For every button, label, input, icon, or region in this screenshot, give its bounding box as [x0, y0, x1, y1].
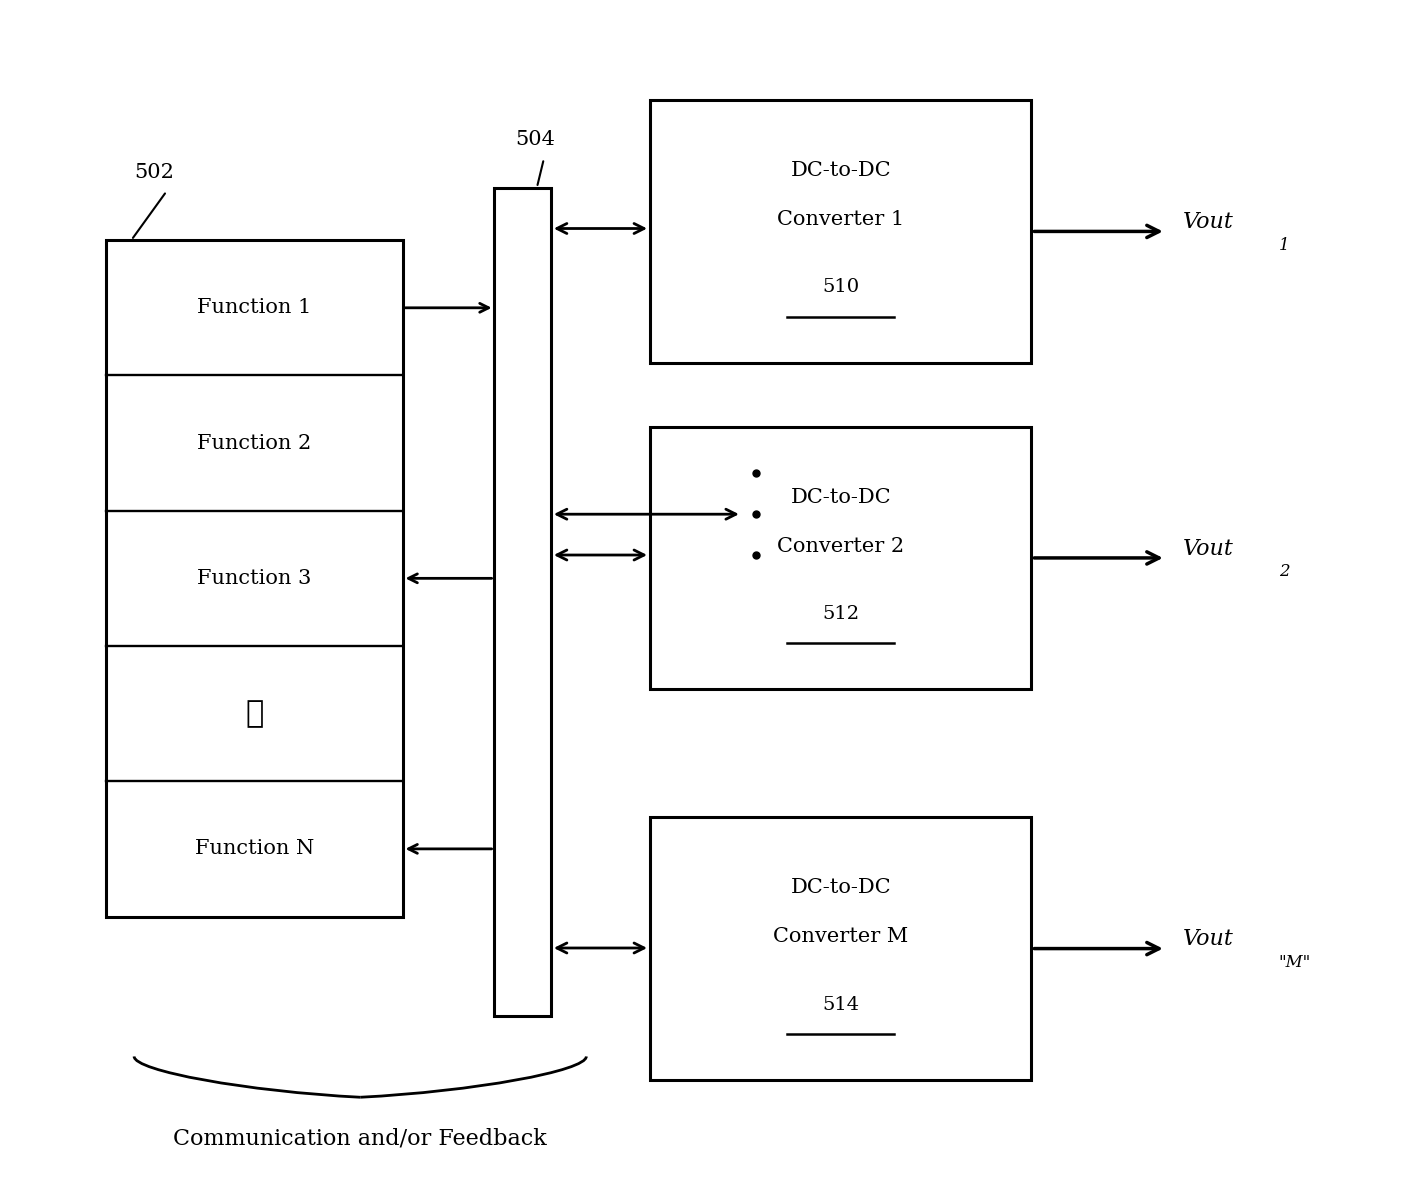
Text: ⋯: ⋯	[245, 699, 264, 729]
Text: 1: 1	[1279, 237, 1290, 254]
Bar	[649, 427, 1032, 689]
Text: 512: 512	[822, 605, 859, 623]
Bar	[649, 100, 1032, 362]
Text: "M": "M"	[1279, 955, 1311, 971]
Text: 2: 2	[1279, 563, 1290, 581]
Bar	[106, 241, 402, 917]
Text: Vout: Vout	[1183, 538, 1233, 559]
Bar	[649, 818, 1032, 1080]
Text: Converter M: Converter M	[773, 927, 908, 946]
Text: 510: 510	[822, 278, 859, 296]
Text: Function 1: Function 1	[197, 299, 311, 317]
Text: Converter 1: Converter 1	[778, 210, 905, 229]
Text: DC-to-DC: DC-to-DC	[791, 487, 890, 506]
Text: Function 3: Function 3	[197, 569, 311, 588]
Text: 502: 502	[134, 163, 174, 182]
Text: Converter 2: Converter 2	[778, 537, 905, 556]
Text: Function N: Function N	[194, 839, 314, 858]
Text: 514: 514	[822, 996, 859, 1014]
Text: 504: 504	[515, 130, 555, 149]
Text: Vout: Vout	[1183, 929, 1233, 950]
Text: DC-to-DC: DC-to-DC	[791, 162, 890, 181]
Bar	[495, 188, 551, 1016]
Text: Vout: Vout	[1183, 211, 1233, 234]
Text: Function 2: Function 2	[197, 433, 311, 453]
Text: Communication and/or Feedback: Communication and/or Feedback	[173, 1128, 547, 1149]
Text: DC-to-DC: DC-to-DC	[791, 878, 890, 898]
